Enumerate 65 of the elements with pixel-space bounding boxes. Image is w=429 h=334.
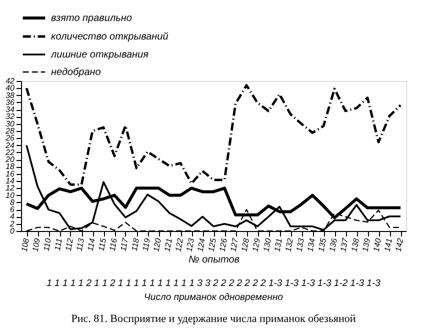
- x-tick-label: 110: [42, 237, 54, 252]
- x-tick-label: 136: [328, 237, 340, 252]
- y-tick-label: 20: [4, 155, 16, 164]
- y-tick-label: 38: [6, 90, 16, 100]
- x-tick-label: 142: [394, 237, 406, 252]
- x-tick-label: 111: [52, 238, 64, 252]
- x-axis-title: № опытов: [188, 254, 240, 266]
- x-tick-label: 131: [272, 238, 284, 252]
- y-tick-label: 40: [6, 84, 16, 93]
- x-tick-label: 137: [338, 237, 350, 252]
- y-tick-label: 30: [6, 119, 16, 128]
- x-tick-label: 129: [250, 237, 262, 252]
- x-tick-label: 112: [64, 237, 76, 252]
- legend-label: недобрано: [51, 67, 102, 78]
- y-tick-label: 42: [6, 76, 16, 86]
- x-tick-label: 109: [30, 237, 42, 252]
- y-tick-label: 22: [4, 148, 16, 157]
- x-tick-label: 114: [86, 237, 98, 252]
- x-tick-label: 135: [316, 237, 328, 252]
- y-tick-label: 10: [6, 190, 16, 200]
- legend-label: взято правильно: [51, 13, 132, 24]
- text: Число приманок одновременно: [144, 292, 283, 303]
- legend-label: лишние открывания: [50, 50, 150, 60]
- x-tick-label: 140: [372, 237, 384, 252]
- x-tick-label: 126: [218, 237, 230, 252]
- y-tick-label: 34: [6, 105, 16, 114]
- x-tick-label: 120: [152, 237, 164, 252]
- y-tick-label: 4: [10, 212, 16, 222]
- x-tick-label: 122: [174, 237, 186, 252]
- x-tick-label: 124: [196, 237, 208, 252]
- y-tick-label: 12: [6, 184, 16, 193]
- text: 1 1 1 1 1 2 1 1 2 1 1 1 1 1 1 1 1 1 1 3 3 2 2 2 2 2 2 2 1-3 1-3 1-3 1-3 1-2 1-3 1-3: [46, 278, 382, 289]
- x-tick-label: 128: [240, 237, 252, 252]
- x-tick-label: 119: [140, 237, 152, 252]
- x-tick-label: 139: [360, 237, 372, 252]
- x-tick-label: 132: [284, 237, 296, 252]
- x-tick-label: 127: [228, 237, 240, 252]
- x-tick-label: 134: [306, 237, 318, 252]
- x-tick-label: 133: [294, 237, 306, 252]
- y-tick-label: 18: [6, 162, 16, 172]
- text: Рис. 81. Восприятие и удержание числа приманок обезьяной: [71, 313, 356, 325]
- x-tick-label: 125: [206, 237, 218, 252]
- y-tick-label: 32: [6, 112, 16, 122]
- y-tick-label: 28: [4, 126, 16, 136]
- x-tick-label: 108: [20, 237, 32, 252]
- y-tick-label: 14: [6, 176, 16, 186]
- x-tick-label: 113: [74, 237, 86, 252]
- x-tick-label: 138: [350, 237, 362, 252]
- x-tick-label: 118: [130, 237, 142, 252]
- y-tick-label: 16: [6, 169, 16, 178]
- y-tick-label: 24: [4, 140, 16, 150]
- x-tick-label: 123: [184, 237, 196, 252]
- y-tick-label: 36: [6, 98, 16, 107]
- x-tick-label: 116: [108, 237, 120, 252]
- x-tick-label: 121: [162, 238, 174, 252]
- y-tick-label: 2: [9, 219, 16, 228]
- x-tick-label: 130: [262, 237, 274, 252]
- x-tick-label: 115: [96, 237, 108, 252]
- x-tick-label: 141: [382, 238, 394, 252]
- y-tick-label: 0: [10, 226, 16, 236]
- y-tick-label: 26: [4, 134, 16, 143]
- legend-label: количество открываний: [51, 32, 169, 42]
- y-tick-label: 8: [10, 198, 16, 207]
- x-tick-label: 117: [118, 237, 130, 252]
- y-tick-label: 6: [10, 205, 16, 214]
